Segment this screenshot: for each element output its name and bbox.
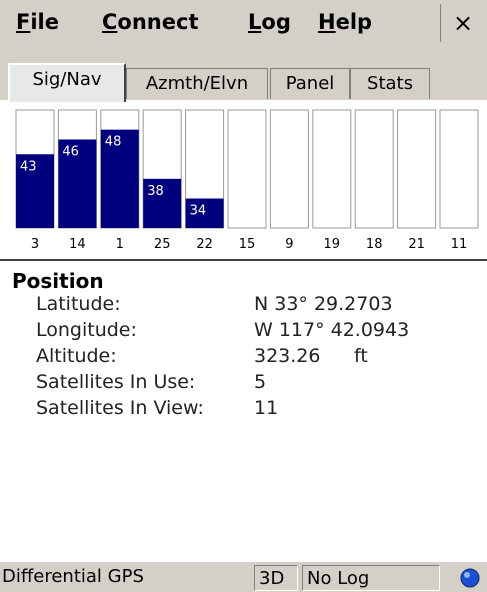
satellite-id: 1 bbox=[116, 237, 124, 252]
position-label: Latitude: bbox=[36, 293, 121, 315]
tab-bar: Sig/Nav Azmth/Elvn Panel Stats bbox=[0, 46, 487, 102]
satellite-id: 11 bbox=[451, 237, 468, 252]
menu-help[interactable]: Help bbox=[318, 10, 373, 34]
signal-value: 34 bbox=[190, 204, 207, 219]
signal-value: 43 bbox=[20, 159, 37, 174]
position-value: W 117° 42.0943 bbox=[254, 319, 410, 341]
position-label: Longitude: bbox=[36, 319, 137, 341]
menu-connect[interactable]: Connect bbox=[102, 10, 199, 34]
satellite-id: 14 bbox=[69, 237, 86, 252]
position-unit: ft bbox=[354, 345, 368, 367]
tab-signav[interactable]: Sig/Nav bbox=[8, 63, 126, 102]
signal-slot bbox=[312, 109, 352, 229]
signal-bar bbox=[185, 198, 224, 228]
position-title: Position bbox=[12, 269, 104, 293]
signal-value: 38 bbox=[147, 184, 164, 199]
position-label: Satellites In Use: bbox=[36, 371, 196, 393]
signal-bar bbox=[58, 139, 97, 228]
tab-azmth[interactable]: Azmth/Elvn bbox=[126, 68, 268, 99]
status-log: No Log bbox=[302, 565, 440, 591]
tab-stats[interactable]: Stats bbox=[350, 68, 430, 99]
signal-bar bbox=[100, 129, 139, 228]
signal-value: 48 bbox=[105, 135, 122, 150]
close-button[interactable]: × bbox=[440, 4, 485, 42]
status-fix: 3D bbox=[254, 565, 298, 591]
menu-file[interactable]: File bbox=[16, 10, 59, 34]
menu-log[interactable]: Log bbox=[248, 10, 291, 34]
status-icon bbox=[460, 568, 480, 588]
signal-value: 46 bbox=[62, 145, 79, 160]
status-bar: Differential GPS 3D No Log bbox=[0, 561, 487, 592]
position-value: 11 bbox=[254, 397, 279, 419]
position-value: N 33° 29.2703 bbox=[254, 293, 393, 315]
satellite-id: 22 bbox=[196, 237, 213, 252]
tab-panel[interactable]: Panel bbox=[270, 68, 350, 99]
satellite-id: 9 bbox=[285, 237, 293, 252]
satellite-id: 25 bbox=[154, 237, 171, 252]
signal-slot bbox=[397, 109, 437, 229]
gps-led-shine bbox=[464, 572, 470, 578]
position-label: Satellites In View: bbox=[36, 397, 204, 419]
status-mode: Differential GPS bbox=[2, 566, 144, 587]
satellite-id: 21 bbox=[408, 237, 425, 252]
position-panel: Position Latitude: N 33° 29.2703 Longitude… bbox=[0, 259, 487, 563]
gps-led bbox=[460, 568, 480, 588]
satellite-id: 18 bbox=[366, 237, 383, 252]
signal-chart: 43 3 46 14 48 1 38 25 34 22 15 9 19 18 21 11 bbox=[15, 109, 479, 252]
signal-bar bbox=[143, 178, 182, 228]
position-value: 323.26 bbox=[254, 345, 321, 367]
signal-slot bbox=[227, 109, 267, 229]
signal-slot bbox=[354, 109, 394, 229]
satellite-id: 3 bbox=[31, 237, 39, 252]
satellite-id: 19 bbox=[324, 237, 341, 252]
signal-slot bbox=[269, 109, 309, 229]
satellite-id: 15 bbox=[239, 237, 256, 252]
signal-bar bbox=[16, 154, 54, 228]
position-value: 5 bbox=[254, 371, 267, 393]
signal-slot bbox=[439, 109, 479, 229]
position-label: Altitude: bbox=[36, 345, 117, 367]
menu-bar: File Connect Log Help × bbox=[0, 0, 487, 47]
